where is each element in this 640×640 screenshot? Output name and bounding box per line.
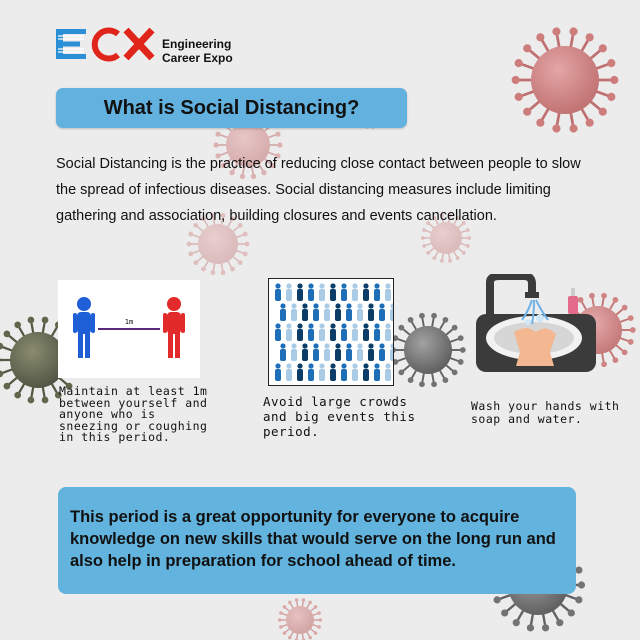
distance-icon: 1m bbox=[73, 297, 185, 358]
distance-illustration: 1m bbox=[58, 280, 200, 378]
crowd-person bbox=[308, 283, 314, 301]
crowd-person bbox=[368, 303, 374, 321]
brand-name-line1: Engineering bbox=[162, 37, 232, 51]
virus-particle bbox=[511, 27, 619, 133]
virus-particle bbox=[0, 316, 82, 404]
crowd-person bbox=[319, 363, 325, 381]
crowd-person bbox=[324, 343, 330, 361]
ecx-logo bbox=[56, 27, 155, 62]
crowd-person bbox=[385, 323, 391, 341]
crowd-person bbox=[379, 343, 385, 361]
crowd-person bbox=[297, 323, 303, 341]
crowd-person bbox=[286, 283, 292, 301]
crowd-person bbox=[357, 303, 363, 321]
crowd-person bbox=[302, 343, 308, 361]
crowd-person bbox=[335, 343, 341, 361]
crowd-person bbox=[363, 363, 369, 381]
crowd-person bbox=[363, 283, 369, 301]
crowd-person bbox=[319, 323, 325, 341]
crowd-person bbox=[346, 343, 352, 361]
crowd-person bbox=[352, 323, 358, 341]
brand-name-line2: Career Expo bbox=[162, 51, 233, 65]
closing-banner: This period is a great opportunity for e… bbox=[58, 487, 576, 594]
title-banner: What is Social Distancing? bbox=[56, 88, 407, 128]
crowd-icon bbox=[275, 283, 396, 381]
crowd-person bbox=[302, 303, 308, 321]
tip-caption-handwash: Wash your hands with soap and water. bbox=[471, 399, 620, 426]
crowd-person bbox=[319, 283, 325, 301]
tip-caption-distance: Maintain at least 1m between yourself an… bbox=[59, 384, 208, 444]
crowd-person bbox=[275, 283, 281, 301]
virus-particle bbox=[186, 213, 250, 275]
crowd-person bbox=[385, 363, 391, 381]
crowd-person bbox=[357, 343, 363, 361]
crowd-person bbox=[374, 283, 380, 301]
crowd-person bbox=[280, 303, 286, 321]
crowd-person bbox=[368, 343, 374, 361]
brand-name: Engineering Career Expo bbox=[162, 37, 252, 65]
intro-paragraph: Social Distancing is the practice of red… bbox=[56, 156, 581, 224]
crowd-person bbox=[308, 323, 314, 341]
crowd-person bbox=[313, 303, 319, 321]
page-title: What is Social Distancing? bbox=[103, 97, 360, 119]
virus-particle bbox=[420, 213, 472, 263]
crowd-person bbox=[286, 363, 292, 381]
crowd-person bbox=[341, 363, 347, 381]
crowd-person bbox=[291, 343, 297, 361]
crowd-person bbox=[352, 283, 358, 301]
crowd-person bbox=[275, 363, 281, 381]
crowd-person bbox=[346, 303, 352, 321]
crowd-person bbox=[341, 283, 347, 301]
crowd-person bbox=[330, 323, 336, 341]
crowd-person bbox=[379, 303, 385, 321]
crowd-person bbox=[374, 363, 380, 381]
handwash-illustration bbox=[470, 272, 598, 374]
crowd-person bbox=[313, 343, 319, 361]
crowd-person bbox=[363, 323, 369, 341]
crowd-illustration bbox=[268, 278, 396, 386]
crowd-person bbox=[374, 323, 380, 341]
distance-label: 1m bbox=[125, 318, 133, 326]
closing-text: This period is a great opportunity for e… bbox=[70, 508, 556, 570]
crowd-person bbox=[330, 363, 336, 381]
crowd-person bbox=[352, 363, 358, 381]
crowd-person bbox=[291, 303, 297, 321]
tip-caption-crowd: Avoid large crowds and big events this p… bbox=[263, 394, 416, 439]
crowd-person bbox=[385, 283, 391, 301]
crowd-person bbox=[324, 303, 330, 321]
crowd-person bbox=[390, 303, 396, 321]
handwash-icon bbox=[476, 272, 596, 372]
crowd-person bbox=[335, 303, 341, 321]
virus-particle bbox=[277, 598, 323, 640]
virus-particle bbox=[390, 312, 466, 388]
crowd-person bbox=[297, 283, 303, 301]
crowd-person bbox=[297, 363, 303, 381]
crowd-person bbox=[280, 343, 286, 361]
crowd-person bbox=[390, 343, 396, 361]
crowd-person bbox=[341, 323, 347, 341]
crowd-person bbox=[275, 323, 281, 341]
crowd-person bbox=[330, 283, 336, 301]
crowd-person bbox=[286, 323, 292, 341]
crowd-person bbox=[308, 363, 314, 381]
